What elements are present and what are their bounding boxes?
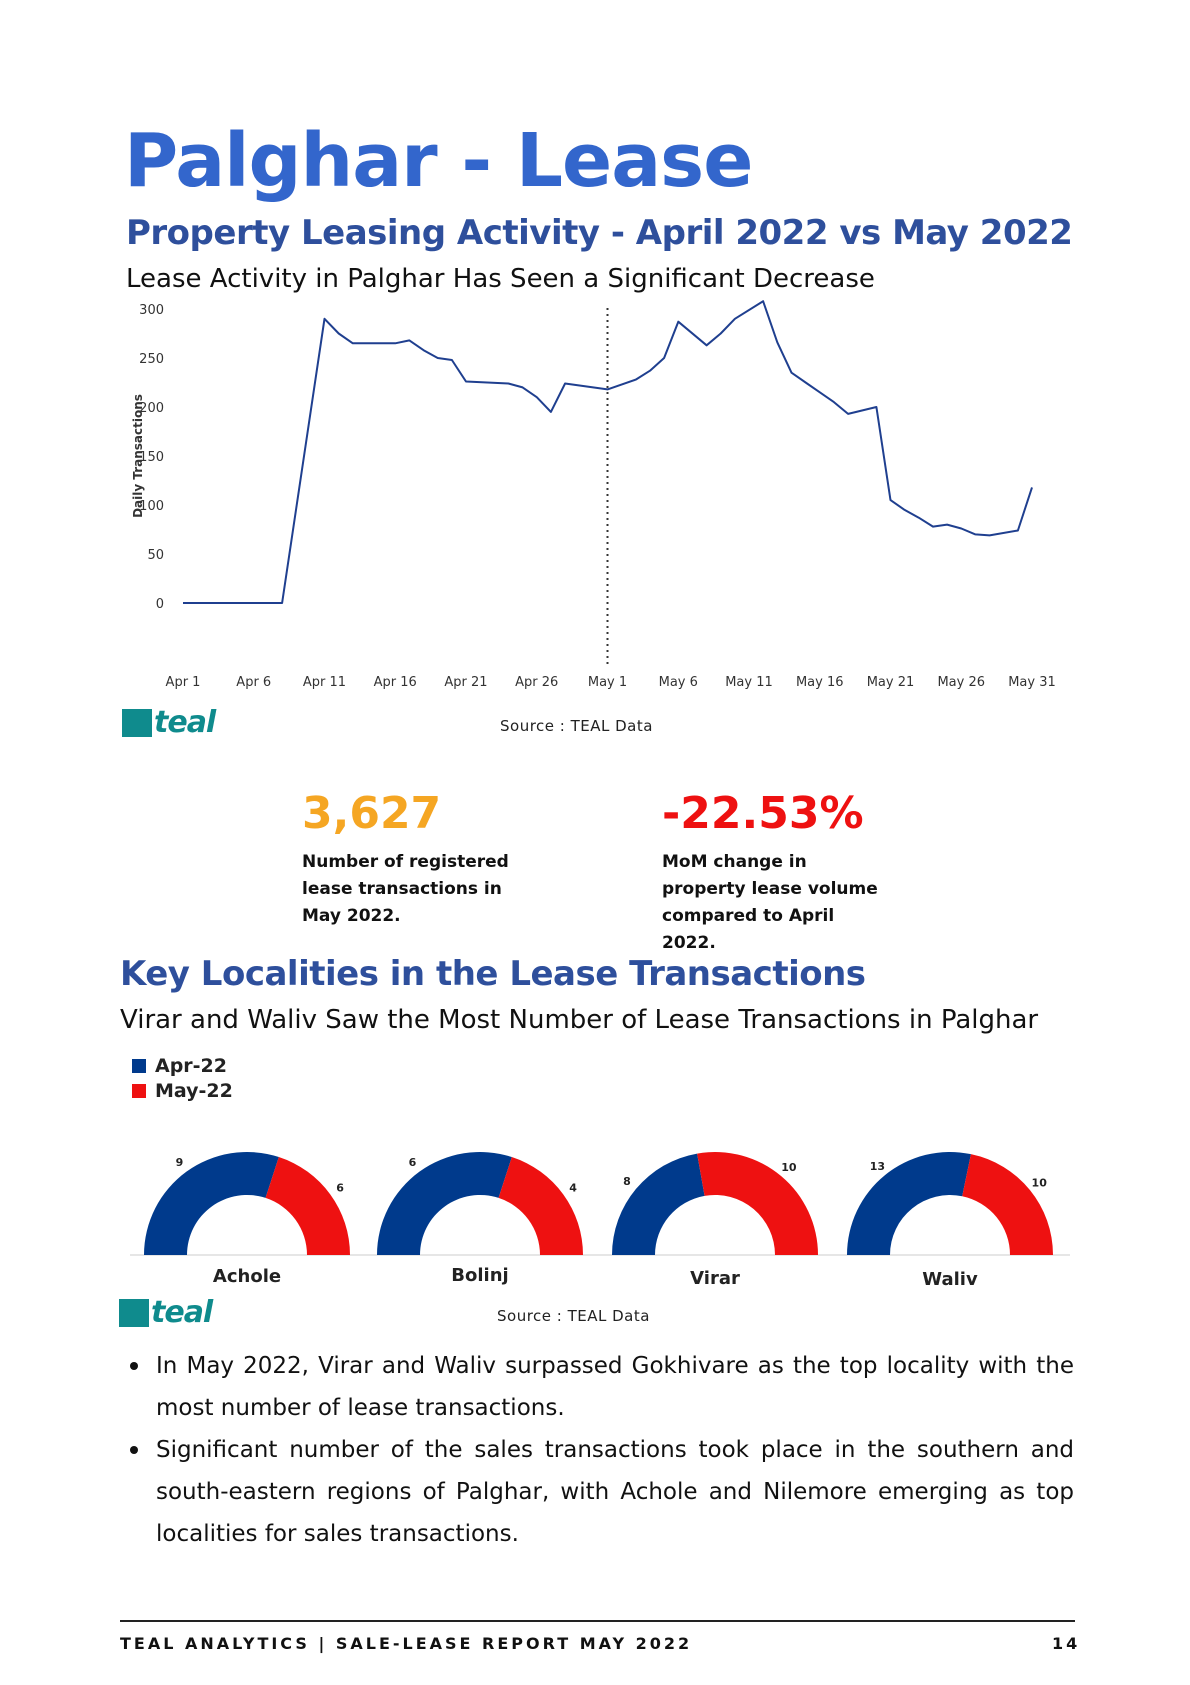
- bullet-icon: [130, 1446, 138, 1454]
- kpi-value: 3,627: [302, 788, 442, 839]
- data-label: 9: [176, 1156, 184, 1169]
- legend-label: May-22: [155, 1079, 233, 1102]
- kpi-description: Number of registered lease transactions …: [302, 852, 509, 926]
- data-label: 6: [409, 1156, 417, 1169]
- page-subtitle: Property Leasing Activity - April 2022 v…: [126, 213, 1073, 253]
- data-label: 8: [623, 1175, 631, 1188]
- x-tick-label: Apr 16: [374, 675, 417, 690]
- y-tick-label: 200: [139, 401, 164, 416]
- x-tick-label: May 11: [725, 675, 773, 690]
- kpi-lease-count: 3,627 Number of registered lease transac…: [302, 792, 522, 930]
- donut-segment: [377, 1152, 512, 1255]
- footer-text: TEAL ANALYTICS | SALE-LEASE REPORT MAY 2…: [120, 1634, 693, 1653]
- section-title: Key Localities in the Lease Transactions: [120, 954, 866, 994]
- logo-text: teal: [154, 705, 216, 740]
- data-label: 4: [569, 1181, 577, 1194]
- donut-segment: [498, 1157, 583, 1255]
- y-tick-label: 300: [139, 303, 164, 318]
- y-tick-label: 250: [139, 352, 164, 367]
- footer-divider: [120, 1620, 1075, 1622]
- teal-logo: teal: [119, 1295, 213, 1330]
- locality-donut-charts: 9 6 Achole 6 4 Bolinj 8 10 Virar 13 10 Waliv: [130, 1152, 1070, 1290]
- chart-legend: Apr-22 May-22: [132, 1053, 233, 1103]
- x-tick-label: Apr 6: [236, 675, 271, 690]
- section-lead: Virar and Waliv Saw the Most Number of L…: [120, 1005, 1039, 1035]
- legend-swatch: [132, 1083, 146, 1098]
- teal-logo: teal: [122, 705, 216, 740]
- series-line: [183, 300, 1033, 604]
- x-tick-label: May 1: [588, 675, 627, 690]
- donut-segment: [847, 1152, 971, 1255]
- y-axis-ticks: 0 50 100 150 200 250 300: [139, 303, 164, 612]
- bullet-list: In May 2022, Virar and Waliv surpassed G…: [124, 1345, 1074, 1555]
- locality-label: Achole: [213, 1266, 281, 1287]
- x-tick-label: May 21: [867, 675, 915, 690]
- x-axis-ticks: Apr 1 Apr 6 Apr 11 Apr 16 Apr 21 Apr 26 May 1 M…: [166, 675, 1056, 690]
- locality-label: Waliv: [922, 1269, 978, 1290]
- data-label: 13: [870, 1160, 885, 1173]
- x-tick-label: Apr 1: [166, 675, 201, 690]
- data-label: 10: [781, 1161, 797, 1174]
- x-tick-label: May 31: [1008, 675, 1056, 690]
- page-number: 14: [1052, 1634, 1081, 1653]
- legend-item-apr: Apr-22: [132, 1053, 233, 1078]
- donut-segment: [697, 1152, 818, 1255]
- donut-segment: [962, 1154, 1053, 1255]
- kpi-description: MoM change in property lease volume comp…: [662, 852, 878, 953]
- x-tick-label: Apr 26: [515, 675, 558, 690]
- kpi-mom-change: -22.53% MoM change in property lease vol…: [662, 792, 882, 957]
- logo-text: teal: [151, 1295, 213, 1330]
- x-tick-label: May 26: [937, 675, 985, 690]
- x-tick-label: May 6: [659, 675, 698, 690]
- logo-square-icon: [122, 708, 152, 737]
- x-tick-label: Apr 11: [303, 675, 346, 690]
- y-tick-label: 150: [139, 450, 164, 465]
- donut-segment: [144, 1152, 279, 1255]
- page-title: Palghar - Lease: [124, 118, 753, 204]
- legend-item-may: May-22: [132, 1078, 233, 1103]
- y-tick-label: 50: [147, 548, 164, 563]
- lead-text: Lease Activity in Palghar Has Seen a Sig…: [126, 264, 875, 294]
- x-tick-label: Apr 21: [444, 675, 487, 690]
- donut-segment: [265, 1157, 350, 1255]
- source-note: Source : TEAL Data: [500, 717, 653, 735]
- list-item: In May 2022, Virar and Waliv surpassed G…: [124, 1345, 1074, 1429]
- x-tick-label: May 16: [796, 675, 844, 690]
- logo-square-icon: [119, 1298, 149, 1327]
- locality-label: Bolinj: [451, 1265, 508, 1286]
- kpi-value: -22.53%: [662, 788, 864, 839]
- list-item: Significant number of the sales transact…: [124, 1429, 1074, 1555]
- y-axis-label: Daily Transactions: [131, 394, 145, 518]
- bullet-icon: [130, 1362, 138, 1370]
- source-note: Source : TEAL Data: [497, 1307, 650, 1325]
- legend-swatch: [132, 1058, 146, 1073]
- data-label: 10: [1032, 1176, 1048, 1189]
- legend-label: Apr-22: [155, 1054, 228, 1077]
- data-label: 6: [336, 1181, 344, 1194]
- y-tick-label: 0: [156, 597, 164, 612]
- y-tick-label: 100: [139, 499, 164, 514]
- donut-segment: [612, 1153, 705, 1255]
- locality-label: Virar: [690, 1268, 740, 1289]
